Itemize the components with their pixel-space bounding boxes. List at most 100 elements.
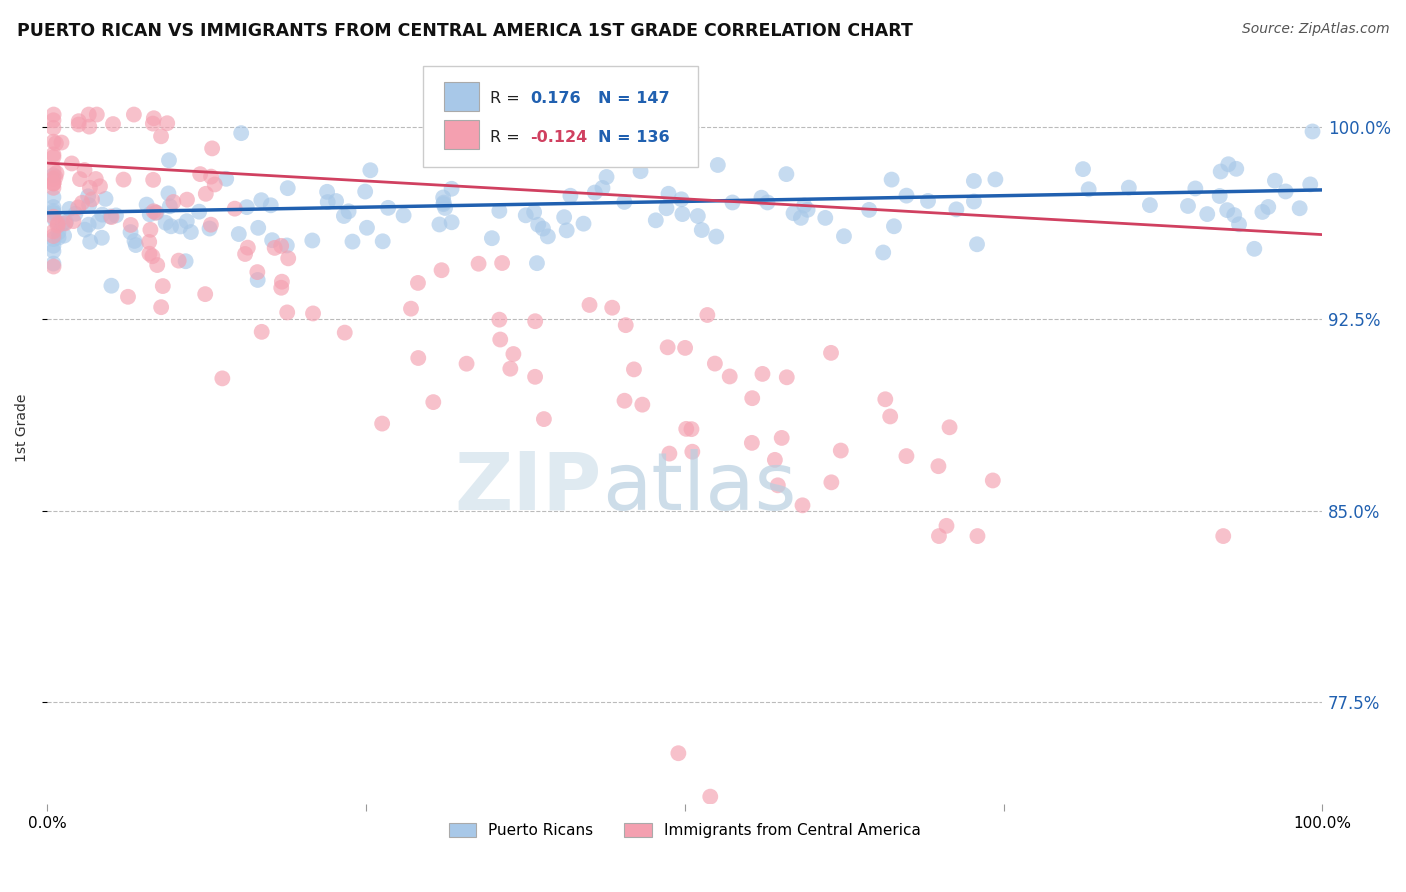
Point <box>42 257 65 271</box>
Point <box>53 216 76 230</box>
Point <box>880 172 903 186</box>
Point <box>820 475 842 490</box>
Point <box>246 273 269 287</box>
Point <box>630 164 652 178</box>
Point <box>46 216 69 230</box>
Point <box>515 208 537 222</box>
Point <box>42 168 65 182</box>
Point <box>157 153 180 168</box>
Point <box>524 369 547 384</box>
Point <box>169 219 191 234</box>
Point <box>316 185 339 199</box>
Point <box>657 340 679 354</box>
Point <box>270 281 292 295</box>
Point <box>100 278 122 293</box>
Point <box>1197 207 1219 221</box>
Point <box>51 217 73 231</box>
Point <box>1299 178 1322 192</box>
Point <box>703 357 725 371</box>
Point <box>67 118 90 132</box>
Point <box>945 202 967 217</box>
Point <box>91 208 114 222</box>
Point <box>1223 208 1246 222</box>
Point <box>1251 205 1274 219</box>
Point <box>276 238 298 252</box>
Point <box>981 474 1004 488</box>
Point <box>79 235 101 249</box>
Point <box>1139 198 1161 212</box>
Point <box>70 195 93 210</box>
Point <box>42 232 65 246</box>
Point <box>77 198 100 212</box>
Point <box>250 325 273 339</box>
Point <box>763 453 786 467</box>
Point <box>792 499 814 513</box>
Point <box>696 308 718 322</box>
Point <box>138 235 160 249</box>
FancyBboxPatch shape <box>423 66 697 168</box>
Point <box>1212 529 1234 543</box>
Point <box>224 202 246 216</box>
Text: PUERTO RICAN VS IMMIGRANTS FROM CENTRAL AMERICA 1ST GRADE CORRELATION CHART: PUERTO RICAN VS IMMIGRANTS FROM CENTRAL … <box>17 22 912 40</box>
Point <box>359 163 381 178</box>
Point <box>215 171 238 186</box>
Point <box>718 369 741 384</box>
Point <box>228 227 250 241</box>
Point <box>560 188 582 202</box>
Point <box>42 244 65 258</box>
Point <box>406 351 429 365</box>
Point <box>430 263 453 277</box>
Point <box>325 194 347 208</box>
Point <box>879 409 901 424</box>
Point <box>595 169 617 184</box>
Point <box>77 189 100 203</box>
Point <box>467 257 489 271</box>
Point <box>984 172 1007 186</box>
Point <box>152 279 174 293</box>
Point <box>301 234 323 248</box>
Point <box>42 238 65 252</box>
Text: ZIP: ZIP <box>454 449 602 527</box>
Point <box>555 223 578 237</box>
Point <box>145 205 167 219</box>
Text: N = 147: N = 147 <box>598 91 669 105</box>
Point <box>875 392 897 407</box>
Point <box>201 141 224 155</box>
Point <box>440 182 463 196</box>
Point <box>58 202 80 216</box>
Point <box>422 395 444 409</box>
Point <box>276 305 298 319</box>
Point <box>260 198 283 212</box>
Point <box>657 186 679 201</box>
Point <box>721 195 744 210</box>
Point <box>1302 124 1324 138</box>
Point <box>342 235 364 249</box>
Point <box>658 447 681 461</box>
Point <box>141 249 163 263</box>
Legend: Puerto Ricans, Immigrants from Central America: Puerto Ricans, Immigrants from Central A… <box>441 815 928 846</box>
Point <box>79 181 101 195</box>
Point <box>263 241 285 255</box>
Point <box>124 234 146 248</box>
Point <box>62 214 84 228</box>
Point <box>526 256 548 270</box>
Point <box>200 218 222 232</box>
Point <box>150 300 173 314</box>
Point <box>741 435 763 450</box>
Text: -0.124: -0.124 <box>530 130 588 145</box>
Point <box>883 219 905 234</box>
Point <box>42 260 65 274</box>
Point <box>963 174 986 188</box>
Point <box>250 193 273 207</box>
Point <box>1077 182 1099 196</box>
Point <box>73 163 96 178</box>
Point <box>42 206 65 220</box>
Point <box>623 362 645 376</box>
Point <box>90 231 112 245</box>
Point <box>1264 174 1286 188</box>
Point <box>337 204 360 219</box>
Point <box>766 478 789 492</box>
Point <box>583 186 606 200</box>
Point <box>194 287 217 301</box>
Text: atlas: atlas <box>602 449 796 527</box>
